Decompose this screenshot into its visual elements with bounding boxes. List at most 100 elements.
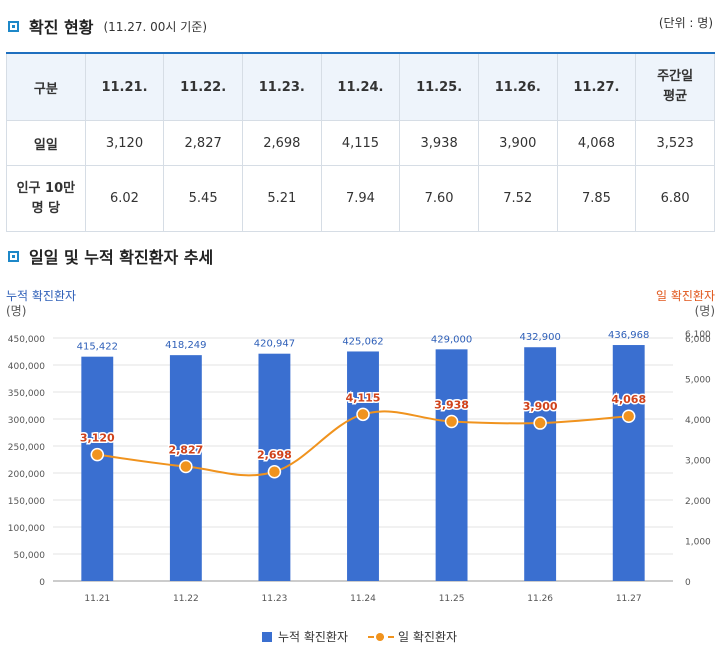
- header-cell-weekly-avg: 주간일 평균: [635, 52, 715, 121]
- left-axis-unit: (명): [6, 304, 27, 318]
- table-cell: 7.85: [556, 165, 637, 232]
- daily-point: [90, 447, 105, 462]
- legend-bar-swatch: [261, 631, 272, 642]
- daily-point: [356, 407, 370, 422]
- daily-point-label: 4,068: [611, 393, 646, 406]
- daily-point: [444, 414, 459, 429]
- row-label: 인구 10만 명 당: [6, 165, 86, 232]
- table-cell: 3,523: [635, 120, 715, 166]
- legend-item-bar: 누적 확진환자: [261, 628, 349, 645]
- header-cell: 11.21.: [84, 52, 165, 121]
- square-bullet-icon: [8, 20, 19, 32]
- left-axis-label: 누적 확진환자: [6, 289, 77, 303]
- table-cell: 3,938: [399, 120, 479, 166]
- section-subtitle: (11.27. 00시 기준): [103, 19, 208, 34]
- left-tick-label: 400,000: [8, 362, 45, 372]
- left-tick-label: 350,000: [8, 389, 45, 399]
- unit-label: (단위 : 명): [658, 16, 713, 30]
- daily-point-label: 2,827: [168, 444, 203, 457]
- right-axis-title: 일 확진환자 (명): [656, 289, 715, 319]
- bar-value-label: 418,249: [165, 340, 206, 351]
- x-tick-label: 11.21: [84, 594, 110, 604]
- section-header-status: 확진 현황 (11.27. 00시 기준): [8, 14, 207, 38]
- daily-point: [621, 409, 636, 423]
- x-tick-label: 11.25: [439, 594, 465, 604]
- daily-point-label: 3,120: [80, 432, 115, 445]
- row-label-line: 명 당: [31, 200, 61, 216]
- right-tick-label: 2,000: [685, 497, 711, 507]
- daily-point: [267, 464, 282, 479]
- legend-line-swatch: [368, 632, 395, 642]
- right-tick-label: 0: [685, 578, 691, 588]
- header-cell: 11.27.: [556, 52, 637, 121]
- daily-point-label: 4,115: [346, 391, 381, 404]
- table-row: 일일 3,120 2,827 2,698 4,115 3,938 3,900 4…: [6, 120, 715, 166]
- chart-legend: 누적 확진환자 일 확진환자: [0, 628, 719, 645]
- bar-cumulative: [435, 349, 468, 581]
- header-line: 주간일: [657, 69, 694, 84]
- bar-value-label: 425,062: [342, 336, 383, 347]
- table-cell: 6.80: [635, 165, 715, 232]
- header-cell: 11.25.: [399, 52, 479, 121]
- daily-point-label: 2,698: [257, 449, 292, 462]
- table-cell: 3,900: [477, 120, 558, 166]
- table-cell: 2,827: [163, 120, 243, 166]
- bar-value-label: 420,947: [254, 339, 295, 350]
- daily-point-label: 3,900: [523, 400, 558, 413]
- header-cell: 11.26.: [477, 52, 558, 121]
- left-tick-label: 200,000: [8, 470, 45, 480]
- daily-point: [533, 416, 547, 430]
- bar-value-label: 432,900: [519, 332, 560, 343]
- right-tick-label-extra: 6,100: [685, 330, 711, 340]
- table-row: 인구 10만 명 당 6.02 5.45 5.21 7.94 7.60 7.52…: [6, 165, 715, 232]
- bar-value-label: 436,968: [608, 330, 649, 341]
- right-tick-label: 5,000: [685, 376, 711, 386]
- x-tick-label: 11.26: [527, 594, 553, 604]
- table-cell: 7.52: [477, 165, 558, 232]
- table-header-row: 구분 11.21. 11.22. 11.23. 11.24. 11.25. 11…: [6, 52, 715, 121]
- table-cell: 5.21: [241, 165, 322, 232]
- legend-item-line: 일 확진환자: [368, 628, 457, 645]
- daily-point-label: 3,938: [434, 399, 469, 412]
- header-cell: 11.24.: [320, 52, 401, 121]
- x-tick-label: 11.27: [616, 594, 642, 604]
- table-cell: 7.60: [399, 165, 479, 232]
- row-label-line: 인구 10만: [16, 180, 76, 196]
- bar-cumulative: [524, 347, 557, 581]
- header-cell: 11.23.: [241, 52, 322, 121]
- right-axis-label: 일 확진환자: [655, 289, 715, 303]
- left-tick-label: 0: [39, 578, 45, 588]
- table-cell: 2,698: [241, 120, 322, 166]
- x-tick-label: 11.23: [262, 594, 288, 604]
- left-axis-title: 누적 확진환자 (명): [6, 289, 76, 319]
- left-tick-label: 50,000: [14, 551, 46, 561]
- right-tick-label: 1,000: [685, 538, 711, 548]
- header-line: 평균: [663, 89, 688, 104]
- trend-chart: 0 50,000 100,000 150,000 200,000 250,000 300,0…: [8, 330, 711, 604]
- section-title: 확진 현황: [29, 18, 94, 37]
- bar-cumulative: [612, 345, 645, 581]
- left-tick-label: 100,000: [8, 524, 45, 534]
- table-cell: 5.45: [163, 165, 243, 232]
- left-tick-label: 250,000: [8, 443, 45, 453]
- table-cell: 4,068: [556, 120, 637, 166]
- section-header-trend: 일일 및 누적 확진환자 추세: [8, 244, 213, 268]
- table-cell: 6.02: [84, 165, 165, 232]
- bar-cumulative: [81, 356, 114, 581]
- x-tick-label: 11.22: [173, 594, 199, 604]
- legend-bar-label: 누적 확진환자: [277, 630, 349, 644]
- x-tick-label: 11.24: [350, 594, 376, 604]
- header-cell: 구분: [6, 52, 86, 121]
- status-table: 구분 11.21. 11.22. 11.23. 11.24. 11.25. 11…: [6, 52, 715, 232]
- header-cell: 11.22.: [163, 52, 243, 121]
- bar-cumulative: [347, 351, 379, 581]
- square-bullet-icon: [8, 250, 19, 262]
- right-axis-unit: (명): [694, 304, 715, 318]
- table-cell: 4,115: [320, 120, 401, 166]
- left-tick-label: 300,000: [8, 416, 45, 426]
- right-tick-label: 3,000: [685, 457, 711, 467]
- bar-value-label: 415,422: [77, 342, 118, 353]
- right-tick-label: 4,000: [685, 416, 711, 426]
- bar-value-label: 429,000: [431, 334, 472, 345]
- section-title: 일일 및 누적 확진환자 추세: [29, 248, 214, 267]
